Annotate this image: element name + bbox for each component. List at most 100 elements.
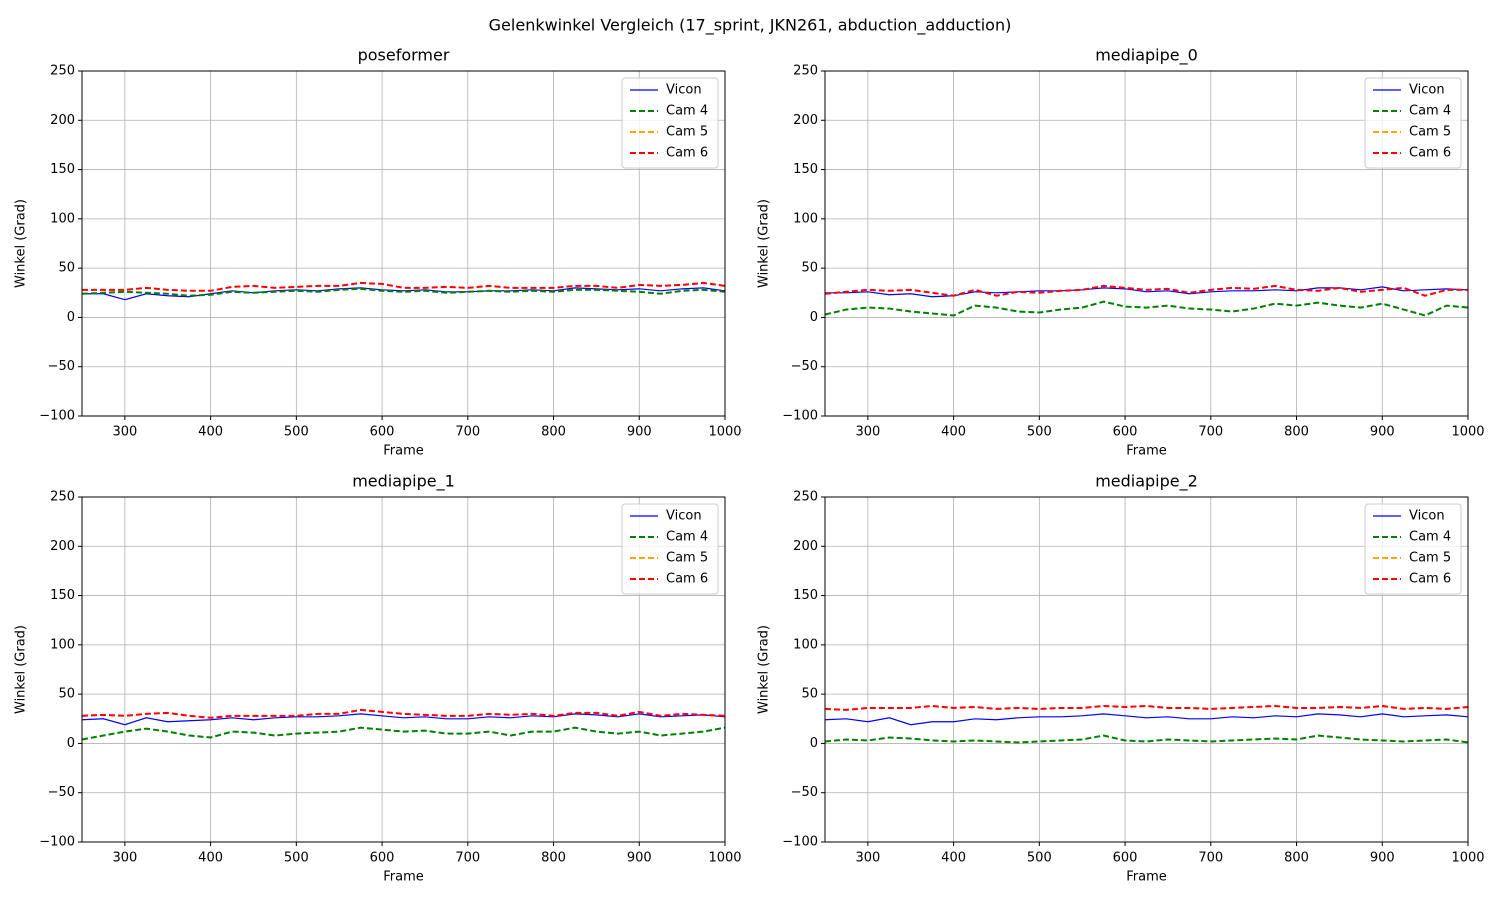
x-tick-label: 500 <box>284 425 309 440</box>
x-axis-label: Frame <box>1126 444 1167 459</box>
x-tick-label: 600 <box>1113 851 1138 866</box>
figure-title: Gelenkwinkel Vergleich (17_sprint, JKN26… <box>489 16 1012 36</box>
y-tick-label: 150 <box>50 588 75 603</box>
series-line <box>825 734 1468 744</box>
x-tick-label: 400 <box>941 851 966 866</box>
y-axis-label: Winkel (Grad) <box>14 199 29 288</box>
y-tick-label: −100 <box>39 409 75 424</box>
y-tick-label: 0 <box>67 736 75 751</box>
x-axis-label: Frame <box>383 444 424 459</box>
x-tick-label: 400 <box>198 425 223 440</box>
y-tick-label: −50 <box>48 359 75 374</box>
y-tick-label: −50 <box>48 785 75 800</box>
legend-label: Vicon <box>666 509 702 524</box>
legend-label: Cam 4 <box>666 530 708 545</box>
y-tick-label: −100 <box>39 835 75 850</box>
legend-label: Cam 6 <box>666 572 708 587</box>
x-tick-label: 700 <box>1198 851 1223 866</box>
legend-label: Cam 4 <box>666 104 708 119</box>
x-tick-label: 1000 <box>708 425 741 440</box>
y-tick-label: 100 <box>50 211 75 226</box>
y-tick-label: 200 <box>50 539 75 554</box>
y-tick-label: 250 <box>793 490 818 505</box>
x-tick-label: 300 <box>855 425 880 440</box>
subplot-title: mediapipe_2 <box>1095 472 1198 492</box>
legend-label: Vicon <box>1409 83 1445 98</box>
x-tick-label: 600 <box>1113 425 1138 440</box>
y-tick-label: 0 <box>810 736 818 751</box>
legend-label: Cam 4 <box>1409 104 1451 119</box>
subplot-title: poseformer <box>358 46 450 65</box>
y-tick-label: 0 <box>810 310 818 325</box>
x-axis-label: Frame <box>383 870 424 885</box>
series-line <box>82 713 725 726</box>
x-tick-label: 900 <box>1370 425 1395 440</box>
x-tick-label: 1000 <box>708 851 741 866</box>
y-tick-label: 200 <box>793 113 818 128</box>
x-tick-label: 700 <box>455 851 480 866</box>
x-tick-label: 900 <box>627 851 652 866</box>
x-tick-label: 800 <box>1284 851 1309 866</box>
subplot-title: mediapipe_1 <box>352 472 455 492</box>
x-tick-label: 800 <box>541 425 566 440</box>
y-tick-label: 150 <box>793 588 818 603</box>
y-tick-label: −100 <box>782 835 818 850</box>
x-tick-label: 900 <box>627 425 652 440</box>
legend-label: Cam 5 <box>666 125 708 140</box>
y-tick-label: 150 <box>793 162 818 177</box>
axes-frame <box>81 496 726 843</box>
x-tick-label: 300 <box>112 851 137 866</box>
legend-label: Vicon <box>666 83 702 98</box>
x-tick-label: 700 <box>1198 425 1223 440</box>
x-tick-label: 300 <box>112 425 137 440</box>
x-tick-label: 1000 <box>1451 425 1484 440</box>
axes-frame <box>81 70 726 417</box>
legend-box <box>621 77 719 169</box>
series-line <box>825 286 1468 298</box>
x-tick-label: 600 <box>370 425 395 440</box>
x-tick-label: 1000 <box>1451 851 1484 866</box>
y-tick-label: 50 <box>58 261 75 276</box>
legend-label: Cam 5 <box>1409 125 1451 140</box>
legend-label: Cam 6 <box>1409 572 1451 587</box>
y-tick-label: 50 <box>58 687 75 702</box>
y-tick-label: −50 <box>791 785 818 800</box>
y-axis-label: Winkel (Grad) <box>14 625 29 714</box>
y-axis-label: Winkel (Grad) <box>757 625 772 714</box>
y-tick-label: 50 <box>801 261 818 276</box>
legend-label: Cam 5 <box>1409 551 1451 566</box>
x-tick-label: 700 <box>455 425 480 440</box>
series-line <box>82 708 725 719</box>
series-line <box>825 300 1468 317</box>
legend-label: Cam 4 <box>1409 530 1451 545</box>
y-tick-label: 250 <box>50 64 75 79</box>
x-tick-label: 400 <box>198 851 223 866</box>
series-line <box>82 287 725 301</box>
y-tick-label: 0 <box>67 310 75 325</box>
x-tick-label: 500 <box>1027 851 1052 866</box>
x-tick-label: 900 <box>1370 851 1395 866</box>
y-tick-label: −100 <box>782 409 818 424</box>
y-axis-label: Winkel (Grad) <box>757 199 772 288</box>
y-tick-label: 50 <box>801 687 818 702</box>
y-tick-label: −50 <box>791 359 818 374</box>
axes-frame <box>824 496 1469 843</box>
x-tick-label: 600 <box>370 851 395 866</box>
series-line <box>82 726 725 741</box>
y-tick-label: 100 <box>50 637 75 652</box>
legend-label: Cam 5 <box>666 551 708 566</box>
x-tick-label: 500 <box>284 851 309 866</box>
x-tick-label: 400 <box>941 425 966 440</box>
legend-box <box>1364 503 1462 595</box>
y-tick-label: 100 <box>793 211 818 226</box>
y-tick-label: 150 <box>50 162 75 177</box>
series-line <box>825 713 1468 726</box>
x-tick-label: 800 <box>541 851 566 866</box>
series-line <box>825 284 1468 297</box>
y-tick-label: 200 <box>793 539 818 554</box>
y-tick-label: 250 <box>793 64 818 79</box>
subplot-title: mediapipe_0 <box>1095 46 1198 66</box>
axes-frame <box>824 70 1469 417</box>
legend-box <box>1364 77 1462 169</box>
